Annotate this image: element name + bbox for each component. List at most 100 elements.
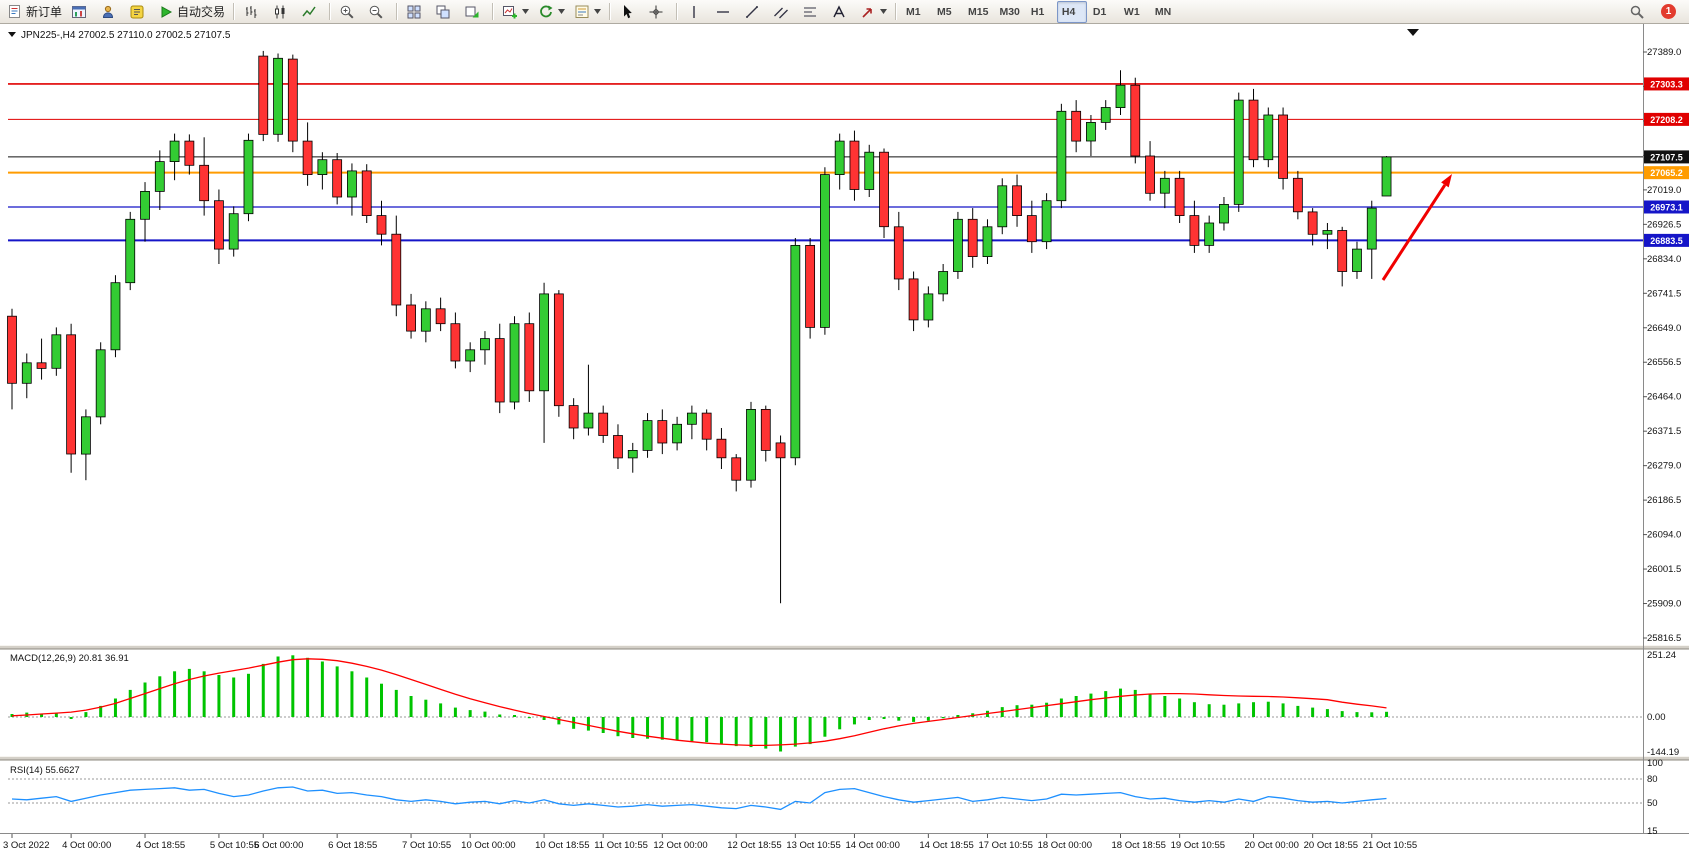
zoom-out-button[interactable]: [364, 1, 392, 23]
svg-text:18 Oct 18:55: 18 Oct 18:55: [1112, 840, 1166, 851]
arrows-button[interactable]: [856, 1, 891, 23]
svg-text:0.00: 0.00: [1647, 712, 1666, 723]
arrow-annotation[interactable]: [1381, 174, 1452, 281]
channel-button[interactable]: [769, 1, 797, 23]
auto-trading-button[interactable]: 自动交易: [154, 1, 229, 23]
tf-m15-label: M15: [968, 5, 989, 18]
toolbar-separator: [676, 3, 679, 20]
vertical-line-button[interactable]: [682, 1, 710, 23]
rsi-panel[interactable]: RSI(14) 55.6627 100 80 50 15: [8, 758, 1663, 837]
svg-text:JPN225-,H4 27002.5 27110.0 27: JPN225-,H4 27002.5 27110.0 27002.5 27107…: [21, 30, 231, 41]
metaeditor-icon: [130, 5, 144, 18]
symbol-ohlc-header: JPN225-,H4 27002.5 27110.0 27002.5 27107…: [8, 30, 231, 41]
tf-h1[interactable]: H1: [1026, 1, 1056, 23]
time-axis[interactable]: 3 Oct 2022 4 Oct 00:00 4 Oct 18:55 5 Oct 10…: [3, 834, 1417, 851]
line-chart-button[interactable]: [297, 1, 325, 23]
tf-h4[interactable]: H4: [1056, 0, 1087, 23]
svg-text:26834.0: 26834.0: [1647, 254, 1681, 265]
charts-button[interactable]: [67, 1, 95, 23]
svg-text:26001.5: 26001.5: [1647, 564, 1681, 575]
tf-m1-label: M1: [906, 5, 921, 18]
price-axis-badges: 27303.3 27208.2 27107.5 27065.2 26973.1 26883…: [1644, 77, 1689, 247]
toolbar-separator: [233, 3, 236, 20]
tf-m1[interactable]: M1: [901, 1, 931, 23]
chart-canvas[interactable]: 27389.027296.527204.027111.527019.026926…: [0, 24, 1689, 862]
symbol-menu-triangle-icon[interactable]: [8, 32, 16, 37]
periods-button[interactable]: [534, 1, 569, 23]
play-icon: [161, 5, 173, 18]
crosshair-button[interactable]: [644, 1, 672, 23]
zoom-out-icon: [369, 5, 383, 19]
macd-label: MACD(12,26,9) 20.81 36.91: [10, 653, 129, 664]
templates-button[interactable]: [570, 1, 605, 23]
dropdown-caret-icon[interactable]: [594, 9, 602, 14]
notification-badge[interactable]: 1: [1661, 4, 1676, 19]
svg-text:13 Oct 10:55: 13 Oct 10:55: [786, 840, 840, 851]
chart-window-icon: [72, 5, 87, 18]
metaeditor-button[interactable]: [125, 1, 153, 23]
cascade-windows-button[interactable]: [460, 1, 488, 23]
tf-w1[interactable]: W1: [1119, 1, 1149, 23]
fibonacci-button[interactable]: [798, 1, 826, 23]
new-order-button[interactable]: 新订单: [3, 1, 66, 23]
svg-text:26973.1: 26973.1: [1650, 202, 1683, 212]
svg-text:14 Oct 00:00: 14 Oct 00:00: [845, 840, 899, 851]
dropdown-caret-icon[interactable]: [522, 9, 530, 14]
new-order-icon: [9, 4, 20, 18]
trendline-button[interactable]: [740, 1, 768, 23]
tile-windows-button[interactable]: [402, 1, 430, 23]
horizontal-line-button[interactable]: [711, 1, 739, 23]
toolbar-separator: [895, 3, 898, 20]
chart-window: 27389.027296.527204.027111.527019.026926…: [0, 24, 1689, 862]
arrange-windows-icon: [436, 5, 450, 18]
crosshair-icon: [649, 5, 663, 18]
cursor-button[interactable]: [615, 1, 643, 23]
new-chart-button[interactable]: [498, 1, 533, 23]
svg-text:7 Oct 10:55: 7 Oct 10:55: [402, 840, 451, 851]
tf-d1-label: D1: [1092, 5, 1107, 18]
macd-panel[interactable]: MACD(12,26,9) 20.81 36.91 251.24 0.00 -144.…: [8, 650, 1679, 758]
svg-text:14 Oct 18:55: 14 Oct 18:55: [919, 840, 973, 851]
svg-text:18 Oct 00:00: 18 Oct 00:00: [1038, 840, 1092, 851]
fibonacci-icon: [804, 7, 817, 16]
svg-text:15: 15: [1647, 826, 1658, 837]
tf-d1[interactable]: D1: [1088, 1, 1118, 23]
svg-text:19 Oct 10:55: 19 Oct 10:55: [1171, 840, 1225, 851]
svg-text:3 Oct 2022: 3 Oct 2022: [3, 840, 49, 851]
svg-text:4 Oct 18:55: 4 Oct 18:55: [136, 840, 185, 851]
arrange-windows-button[interactable]: [431, 1, 459, 23]
bar-chart-button[interactable]: [239, 1, 267, 23]
svg-text:26464.0: 26464.0: [1647, 392, 1681, 403]
zoom-in-button[interactable]: [335, 1, 363, 23]
svg-text:12 Oct 18:55: 12 Oct 18:55: [727, 840, 781, 851]
svg-text:26094.0: 26094.0: [1647, 530, 1681, 541]
tf-w1-label: W1: [1123, 5, 1140, 18]
tf-mn-label: MN: [1154, 5, 1172, 18]
svg-text:20 Oct 00:00: 20 Oct 00:00: [1245, 840, 1299, 851]
svg-text:27065.2: 27065.2: [1650, 168, 1683, 178]
hline-icon: [717, 10, 730, 13]
svg-text:17 Oct 10:55: 17 Oct 10:55: [978, 840, 1032, 851]
svg-text:26371.5: 26371.5: [1647, 426, 1681, 437]
arrows-icon: [862, 7, 872, 18]
tf-h4-label: H4: [1061, 5, 1076, 18]
tf-m15[interactable]: M15: [963, 1, 993, 23]
dropdown-caret-icon[interactable]: [558, 9, 566, 14]
text-button[interactable]: [827, 1, 855, 23]
candle-chart-button[interactable]: [268, 1, 296, 23]
tf-m30[interactable]: M30: [994, 1, 1024, 23]
chart-shift-marker-icon[interactable]: [1407, 29, 1419, 36]
toolbar-separator: [329, 3, 332, 20]
dropdown-caret-icon[interactable]: [880, 9, 888, 14]
market-watch-button[interactable]: [96, 1, 124, 23]
tf-m5[interactable]: M5: [932, 1, 962, 23]
cursor-icon: [624, 4, 632, 18]
periods-icon: [540, 5, 553, 17]
svg-text:25816.5: 25816.5: [1647, 633, 1681, 644]
svg-text:26279.0: 26279.0: [1647, 461, 1681, 472]
search-button[interactable]: [1625, 1, 1653, 23]
panel-separators[interactable]: [0, 645, 1689, 761]
tf-mn[interactable]: MN: [1150, 1, 1180, 23]
svg-text:6 Oct 00:00: 6 Oct 00:00: [254, 840, 303, 851]
